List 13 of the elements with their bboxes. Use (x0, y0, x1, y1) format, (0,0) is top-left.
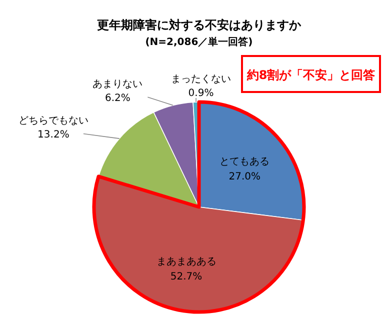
data-label: 6.2% (104, 93, 130, 104)
slice-label: まあまあある (156, 256, 216, 268)
data-label: 52.7% (170, 272, 202, 283)
chart-subtitle: (N=2,086／単一回答) (145, 36, 253, 48)
chart-title: 更年期障害に対する不安はありますか (97, 18, 302, 32)
data-label: 0.9% (188, 88, 214, 99)
slice-label: まったくない (171, 74, 231, 85)
slice-label: あまりない (92, 79, 143, 90)
data-label: 13.2% (38, 130, 70, 141)
slice-label: とてもある (220, 156, 270, 168)
text: 約8割が「不安」と回答 (246, 68, 376, 82)
data-label: 27.0% (228, 172, 261, 183)
slice-label: どちらでもない (18, 116, 88, 127)
